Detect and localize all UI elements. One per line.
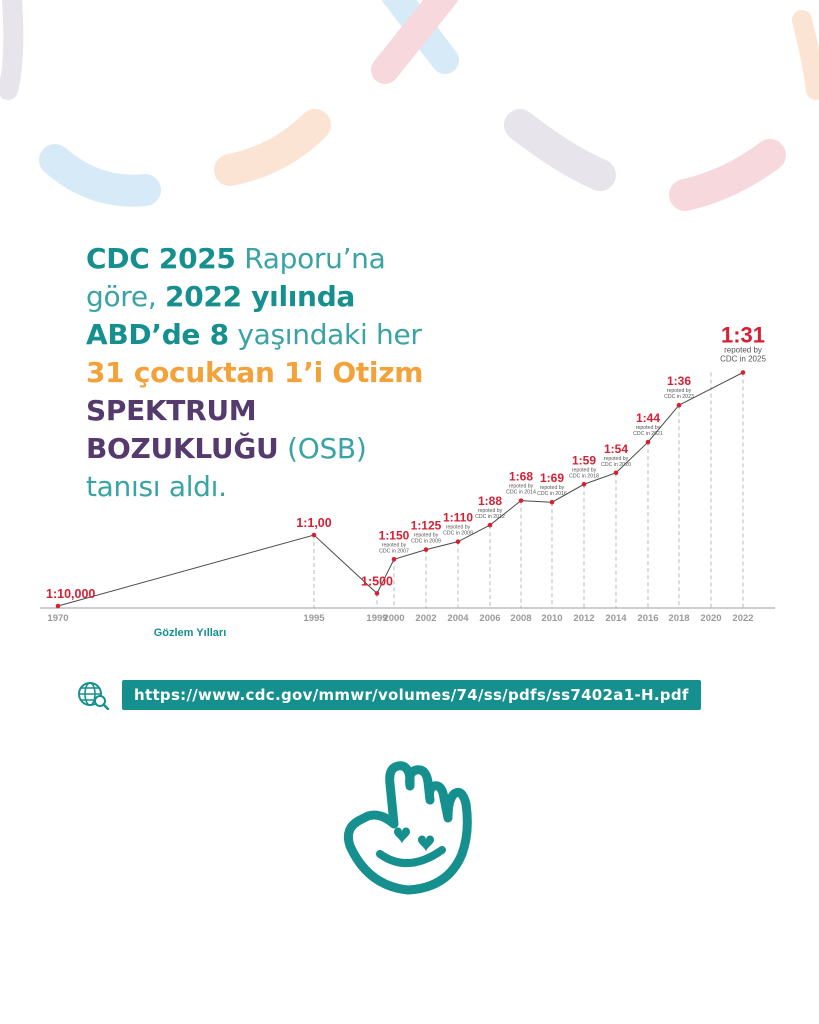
data-point (374, 591, 380, 596)
x-tick-label: 2012 (573, 613, 594, 624)
x-axis-title: Gözlem Yılları (154, 627, 227, 639)
data-point (518, 498, 524, 503)
data-sublabel: repoted by (509, 484, 534, 490)
data-point (391, 557, 397, 562)
headline-report-name: CDC 2025 (86, 242, 236, 275)
headline-line-2: göre, 2022 yılında (86, 278, 426, 316)
data-label: 1:44 (636, 411, 660, 425)
headline-text: yaşındaki her (228, 318, 422, 351)
data-point (645, 439, 651, 445)
data-label: 1:54 (604, 442, 628, 456)
data-sublabel: repoted by (636, 425, 661, 431)
data-label: 1:10,000 (46, 587, 95, 601)
data-point (487, 522, 493, 528)
x-tick-label: 2008 (510, 613, 531, 624)
series-line (57, 372, 744, 607)
data-sublabel: repoted by (604, 456, 629, 462)
data-point (740, 370, 746, 375)
headline-diagnosis-2: BOZUKLUĞU (86, 432, 279, 465)
data-label: 1:88 (478, 494, 502, 508)
headline-ratio: 31 çocuktan 1’i Otizm (86, 356, 424, 389)
data-sublabel: CDC in 2020 (601, 462, 631, 468)
headline: CDC 2025 Raporu’na göre, 2022 yılında AB… (86, 240, 426, 506)
data-sublabel: repoted by (540, 485, 565, 491)
headline-text: Raporu’na (235, 242, 386, 275)
x-tick-label: 2000 (383, 613, 404, 624)
data-sublabel: CDC in 2007 (379, 548, 409, 554)
data-sublabel: CDC in 2009 (411, 539, 441, 545)
x-tick-label: 1970 (47, 613, 68, 624)
data-sublabel: repoted by (724, 346, 762, 355)
data-sublabel: repoted by (382, 542, 407, 548)
headline-line-3: ABD’de 8 yaşındaki her (86, 316, 426, 354)
x-tick-label: 2004 (447, 613, 469, 624)
hand-heart-logo (343, 761, 472, 895)
source-row: https://www.cdc.gov/mmwr/volumes/74/ss/p… (76, 680, 701, 710)
headline-line-1: CDC 2025 Raporu’na (86, 240, 426, 278)
data-point (423, 547, 429, 552)
headline-text: göre, (86, 280, 166, 313)
data-sublabel: repoted by (572, 467, 597, 473)
headline-abbrev: (OSB) (278, 432, 367, 465)
data-label: 1:150 (379, 528, 410, 542)
data-sublabel: CDC in 2018 (569, 473, 599, 479)
data-label: 1:68 (509, 470, 533, 484)
data-sublabel: CDC in 2023 (664, 394, 694, 400)
data-label: 1:59 (572, 453, 596, 467)
data-point (311, 532, 317, 538)
data-point (613, 470, 619, 476)
data-sublabel: CDC in 2025 (720, 355, 766, 364)
data-point (676, 402, 682, 408)
data-sublabel: CDC in 2021 (633, 431, 663, 437)
data-sublabel: repoted by (414, 533, 439, 539)
source-url-link[interactable]: https://www.cdc.gov/mmwr/volumes/74/ss/p… (122, 680, 701, 710)
data-point (549, 499, 555, 505)
headline-closing: tanısı aldı. (86, 470, 227, 503)
x-tick-label: 2014 (605, 613, 627, 624)
data-label: 1:31 (721, 323, 765, 348)
headline-line-6: BOZUKLUĞU (OSB) (86, 430, 426, 468)
data-point (55, 603, 61, 609)
globe-search-icon (78, 682, 110, 710)
data-sublabel: repoted by (446, 525, 471, 531)
data-point (581, 481, 587, 487)
x-tick-label: 2002 (415, 613, 436, 624)
x-tick-label: 2016 (637, 613, 658, 624)
data-label: 1:125 (411, 519, 442, 533)
headline-year: 2022 yılında (165, 280, 356, 313)
data-sublabel: CDC in 2016 (537, 491, 567, 497)
data-sublabel: repoted by (667, 388, 692, 394)
data-label: 1:500 (361, 574, 393, 588)
data-sublabel: CDC in 2012 (475, 514, 505, 520)
data-label: 1:36 (667, 374, 691, 388)
data-sublabel: CDC in 2009 (443, 531, 473, 537)
data-point (455, 539, 461, 544)
x-tick-label: 2020 (700, 613, 721, 624)
decorative-strokes (0, 0, 819, 211)
data-label: 1:1,00 (296, 516, 331, 530)
data-label: 1:110 (443, 511, 473, 525)
data-sublabel: CDC in 2014 (506, 490, 536, 496)
data-label: 1:69 (540, 471, 564, 485)
x-tick-label: 1999 (366, 613, 387, 624)
data-sublabel: repoted by (478, 508, 503, 514)
x-tick-label: 2022 (732, 613, 753, 624)
x-tick-label: 2010 (541, 613, 562, 624)
x-tick-label: 2006 (479, 613, 500, 624)
x-tick-label: 1995 (303, 613, 325, 624)
headline-country-age: ABD’de 8 (86, 318, 229, 351)
headline-diagnosis-1: SPEKTRUM (86, 394, 257, 427)
x-tick-label: 2018 (668, 613, 689, 624)
